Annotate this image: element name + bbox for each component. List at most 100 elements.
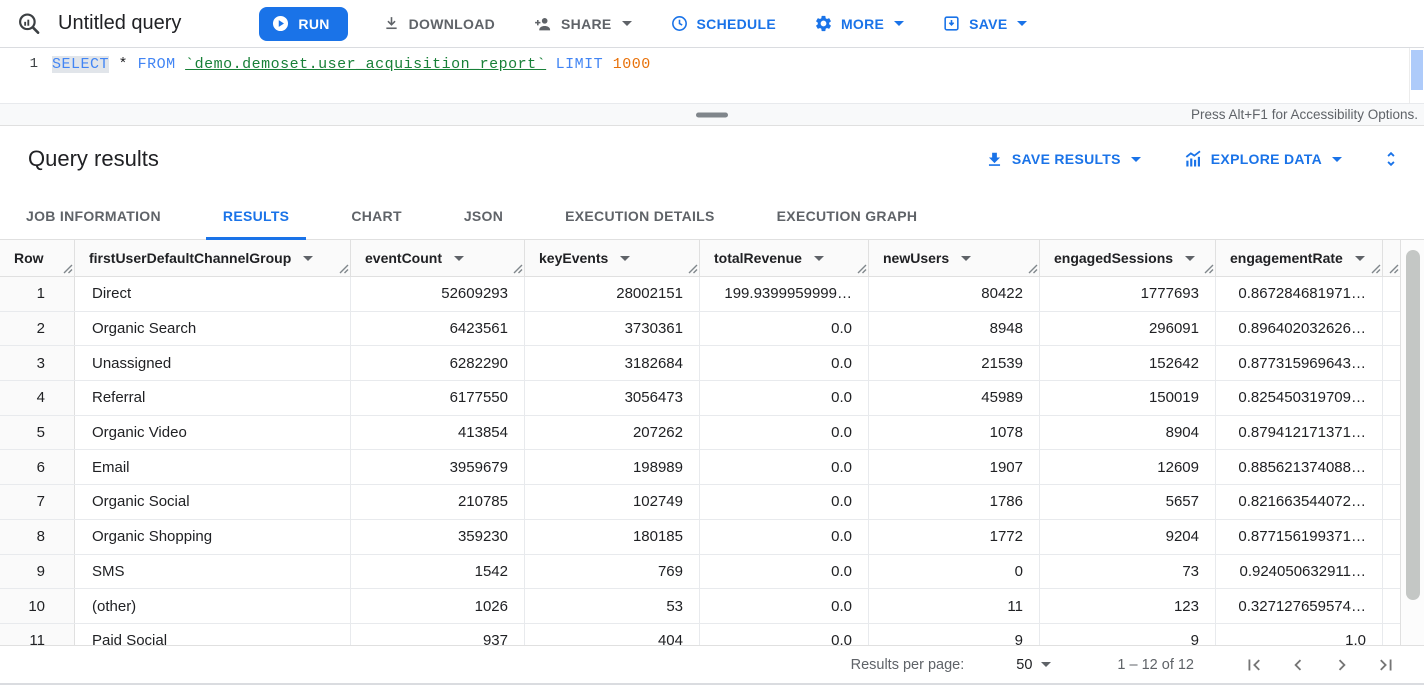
share-button[interactable]: SHARE	[525, 8, 640, 40]
last-page-icon	[1380, 659, 1392, 670]
column-menu-caret[interactable]	[620, 255, 631, 261]
table-cell: 0.877315969643…	[1216, 346, 1383, 381]
table-cell: 207262	[525, 415, 700, 450]
tab-execution-graph[interactable]: EXECUTION GRAPH	[776, 207, 918, 224]
table-cell: 296091	[1040, 311, 1216, 346]
column-menu-caret[interactable]	[1185, 255, 1196, 261]
last-page-button[interactable]	[1364, 647, 1408, 683]
column-resize-handle[interactable]	[513, 264, 523, 274]
column-header-engagedSessions[interactable]: engagedSessions	[1040, 240, 1216, 276]
table-scrollbar[interactable]	[1400, 240, 1424, 645]
expand-results-button[interactable]	[1376, 141, 1406, 177]
column-header-firstUserDefaultChannelGroup[interactable]: firstUserDefaultChannelGroup	[75, 240, 351, 276]
more-dropdown-caret	[894, 21, 905, 26]
editor-scrollbar[interactable]	[1409, 48, 1424, 103]
table-cell: 9204	[1040, 519, 1216, 554]
tab-execution-details[interactable]: EXECUTION DETAILS	[565, 207, 715, 224]
table-cell: 1907	[869, 450, 1040, 485]
sql-keyword-from: FROM	[137, 56, 176, 73]
table-cell: 0.879412171371…	[1216, 415, 1383, 450]
column-menu-caret[interactable]	[303, 255, 314, 261]
row-number: 5	[0, 415, 75, 450]
column-header-keyEvents[interactable]: keyEvents	[525, 240, 700, 276]
column-menu-caret[interactable]	[961, 255, 972, 261]
save-button[interactable]: SAVE	[934, 8, 1035, 39]
column-resize-handle[interactable]	[857, 264, 867, 274]
table-cell: 0.867284681971…	[1216, 277, 1383, 311]
table-cell: 0.0	[700, 519, 869, 554]
table-row: 5 Organic Video 413854 207262 0.0 1078 8904 0.8…	[0, 415, 1424, 451]
row-number: 8	[0, 519, 75, 554]
first-page-button[interactable]	[1232, 647, 1276, 683]
row-overflow-sliver	[1383, 450, 1400, 484]
tab-json[interactable]: JSON	[463, 207, 504, 224]
row-overflow-sliver	[1383, 624, 1400, 645]
table-cell: 1078	[869, 415, 1040, 450]
table-cell: 3959679	[351, 450, 525, 485]
tab-results[interactable]: RESULTS	[205, 192, 307, 240]
next-page-button[interactable]	[1320, 647, 1364, 683]
column-menu-caret[interactable]	[1354, 255, 1365, 261]
column-menu-caret[interactable]	[813, 255, 824, 261]
column-resize-handle[interactable]	[1389, 264, 1399, 274]
download-button[interactable]: DOWNLOAD	[374, 8, 503, 39]
table-scrollbar-thumb[interactable]	[1406, 250, 1420, 600]
table-cell: 0.0	[700, 554, 869, 589]
row-overflow-sliver	[1383, 416, 1400, 450]
table-cell: 6282290	[351, 346, 525, 381]
save-results-caret	[1130, 156, 1141, 162]
unfold-more-icon	[1387, 151, 1395, 167]
table-cell: 80422	[869, 277, 1040, 311]
column-resize-handle[interactable]	[339, 264, 349, 274]
save-results-button[interactable]: SAVE RESULTS	[977, 144, 1149, 175]
results-table: Row firstUserDefaultChannelGroup eventCo…	[0, 240, 1424, 645]
table-cell: Unassigned	[75, 346, 351, 381]
previous-page-button[interactable]	[1276, 647, 1320, 683]
column-menu-caret[interactable]	[454, 255, 464, 261]
column-header-engagementRate[interactable]: engagementRate	[1216, 240, 1383, 276]
editor-scrollbar-thumb[interactable]	[1411, 50, 1423, 90]
row-overflow-sliver	[1383, 589, 1400, 623]
accessibility-hint: Press Alt+F1 for Accessibility Options.	[1191, 107, 1418, 122]
table-row: 10 (other) 1026 53 0.0 11 123 0.327127659574…	[0, 589, 1424, 624]
column-resize-handle[interactable]	[1028, 264, 1038, 274]
table-cell: 9	[1040, 623, 1216, 645]
sql-editor[interactable]: 1 SELECT * FROM `demo.demoset.user_acqui…	[0, 48, 1424, 103]
page-size-select[interactable]: 50	[1010, 656, 1057, 674]
splitter-drag-handle[interactable]	[696, 112, 728, 117]
schedule-button[interactable]: SCHEDULE	[662, 8, 784, 39]
tab-chart[interactable]: CHART	[351, 207, 402, 224]
table-cell: 0.0	[700, 381, 869, 415]
explore-data-button[interactable]: EXPLORE DATA	[1175, 143, 1350, 175]
table-cell: 5657	[1040, 485, 1216, 519]
query-magnifier-icon	[19, 12, 40, 34]
row-number: 10	[0, 589, 75, 623]
column-header-eventCount[interactable]: eventCount	[351, 240, 525, 276]
row-overflow-sliver	[1383, 312, 1400, 346]
column-header-newUsers[interactable]: newUsers	[869, 240, 1040, 276]
first-page-icon	[1248, 659, 1260, 670]
tab-job-information[interactable]: JOB INFORMATION	[26, 207, 161, 224]
sql-table-reference[interactable]: `demo.demoset.user_acquisition_report`	[185, 56, 547, 73]
column-header-totalRevenue[interactable]: totalRevenue	[700, 240, 869, 276]
row-number: 1	[0, 277, 75, 311]
more-button[interactable]: MORE	[806, 8, 912, 39]
save-icon	[944, 16, 959, 31]
column-resize-handle[interactable]	[1204, 264, 1214, 274]
row-number: 6	[0, 450, 75, 485]
table-cell: 413854	[351, 415, 525, 450]
run-button[interactable]: RUN	[259, 6, 348, 41]
table-cell: 28002151	[525, 277, 700, 311]
table-cell: Direct	[75, 277, 351, 311]
table-cell: 73	[1040, 554, 1216, 589]
column-resize-handle[interactable]	[63, 264, 73, 274]
table-cell: 8904	[1040, 415, 1216, 450]
table-cell: 1786	[869, 485, 1040, 519]
table-cell: 11	[869, 589, 1040, 623]
table-cell: 0.896402032626…	[1216, 311, 1383, 346]
column-resize-handle[interactable]	[688, 264, 698, 274]
table-cell: 0	[869, 554, 1040, 589]
column-resize-handle[interactable]	[1371, 264, 1381, 274]
table-cell: 12609	[1040, 450, 1216, 485]
